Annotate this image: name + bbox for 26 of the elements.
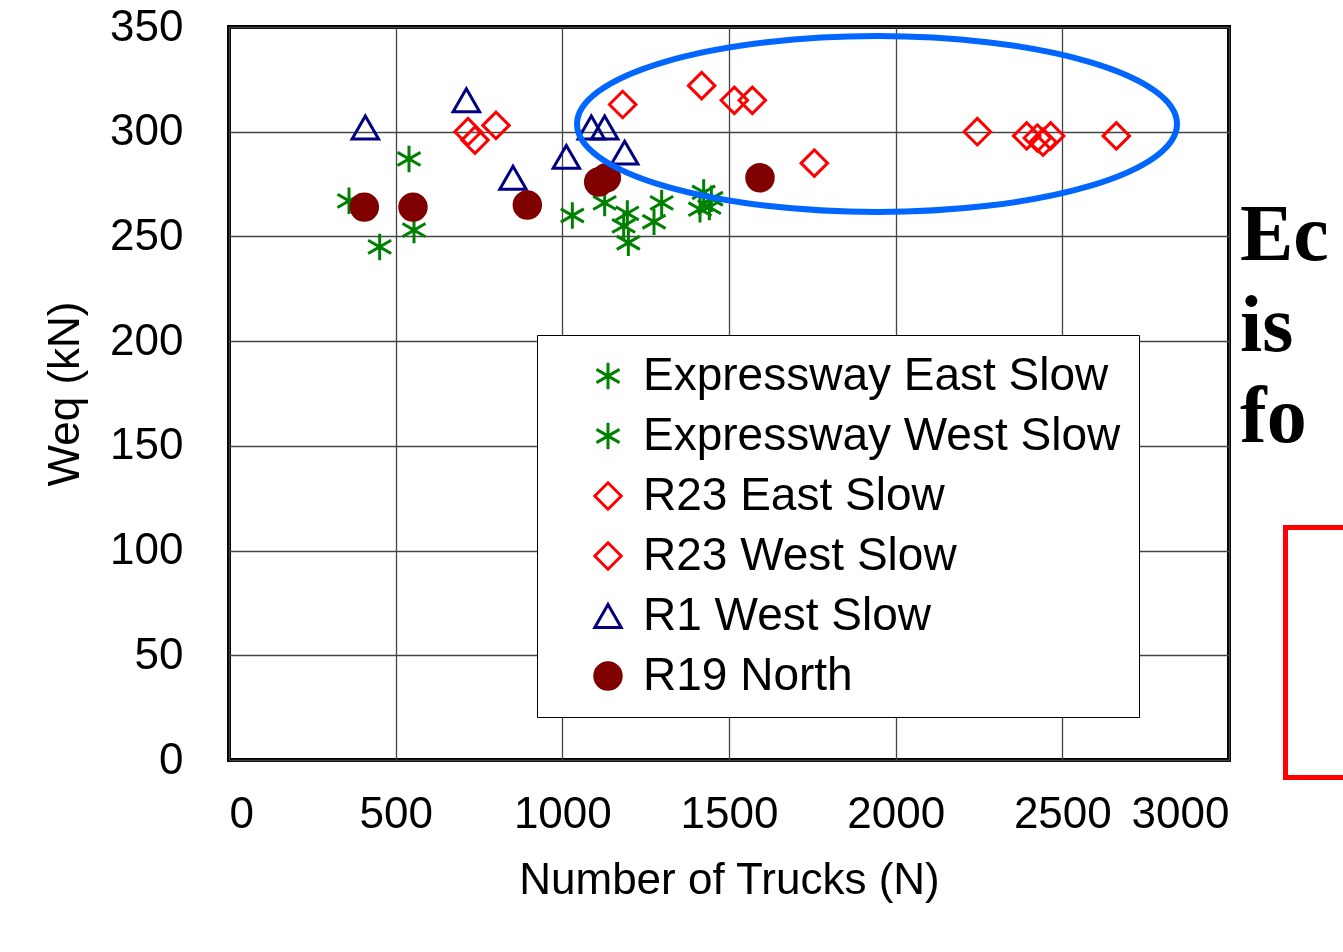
y-tick-label: 0 (159, 733, 184, 783)
text: Ec (1240, 188, 1329, 279)
y-tick-label: 300 (110, 105, 184, 155)
y-axis-title: Weq (kN) (39, 301, 89, 487)
y-tick-label: 350 (110, 0, 184, 50)
x-tick-label: 500 (359, 787, 433, 837)
y-tick-label: 100 (110, 524, 184, 574)
y-tick-label: 200 (110, 314, 184, 364)
y-tick-label: 150 (110, 419, 184, 469)
legend-label: Expressway East Slow (643, 348, 1110, 400)
legend-label: R23 East Slow (643, 468, 946, 520)
y-tick-label: 50 (134, 628, 184, 678)
legend-label: Expressway West Slow (643, 408, 1121, 460)
x-tick-label: 1000 (513, 787, 612, 837)
x-tick-label: 1500 (680, 787, 779, 837)
y-tick-label: 250 (110, 209, 184, 259)
legend-label: R1 West Slow (643, 588, 932, 640)
legend-label: R19 North (643, 648, 853, 700)
x-tick-label: 3000 (1131, 787, 1230, 837)
legend-label: R23 West Slow (643, 528, 958, 580)
text: is (1240, 279, 1295, 370)
x-tick-label: 0 (229, 787, 254, 837)
text: fo (1240, 370, 1308, 461)
x-axis-title: Number of Trucks (N) (519, 853, 940, 903)
x-tick-label: 2500 (1013, 787, 1112, 837)
x-tick-label: 2000 (847, 787, 946, 837)
